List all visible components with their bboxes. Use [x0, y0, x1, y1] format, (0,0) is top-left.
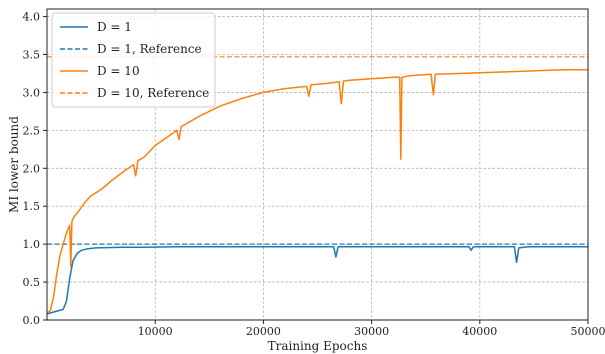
x-tick-label: 30000 [354, 325, 389, 338]
y-tick-label: 3.0 [23, 86, 41, 99]
legend-label: D = 10, Reference [97, 86, 209, 100]
x-tick-label: 40000 [462, 325, 497, 338]
y-tick-label: 0.5 [23, 276, 41, 289]
y-tick-label: 2.5 [23, 124, 41, 137]
legend-label: D = 10 [97, 64, 140, 78]
legend-label: D = 1, Reference [97, 42, 202, 56]
y-tick-label: 4.0 [23, 11, 41, 24]
x-tick-label: 10000 [138, 325, 173, 338]
y-tick-label: 1.0 [23, 238, 41, 251]
legend-label: D = 1 [97, 20, 132, 34]
x-tick-label: 20000 [246, 325, 281, 338]
series-line-0 [46, 246, 588, 315]
y-axis-label: MI lower bound [7, 116, 21, 213]
x-axis-label: Training Epochs [268, 339, 368, 353]
x-tick-label: 50000 [571, 325, 605, 338]
plot-frame [46, 8, 589, 321]
y-axis: 0.0 0.5 1.0 1.5 2.0 2.5 3.0 3.5 4.0 [23, 11, 47, 327]
legend-box [51, 12, 216, 108]
x-axis: 10000 20000 30000 40000 50000 [138, 320, 605, 338]
y-tick-label: 1.5 [23, 200, 41, 213]
series-line-2 [46, 68, 588, 314]
y-tick-label: 0.0 [23, 314, 41, 327]
y-tick-label: 3.5 [23, 49, 41, 62]
y-tick-label: 2.0 [23, 162, 41, 175]
legend: D = 1 D = 1, Reference D = 10 D = 10, Refer… [51, 12, 216, 108]
